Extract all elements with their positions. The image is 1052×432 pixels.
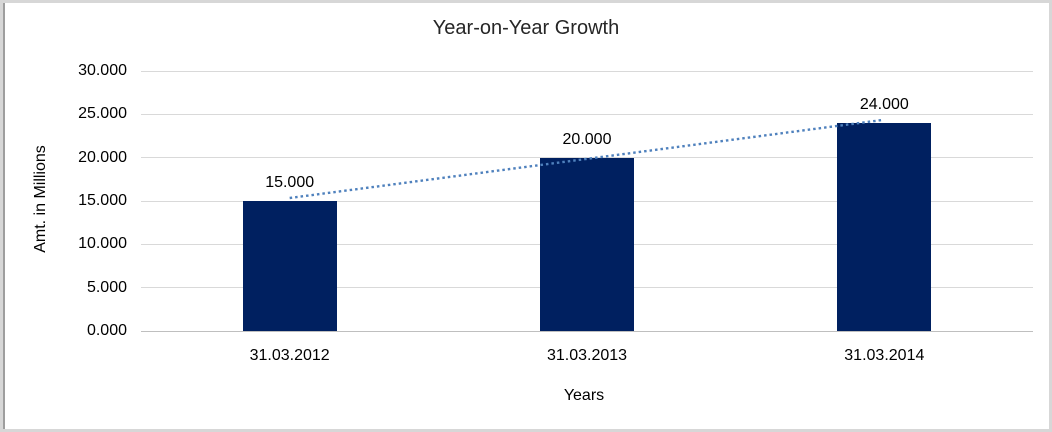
gridline [141, 113, 1033, 115]
bar [540, 157, 634, 331]
y-tick-label: 10.000 [78, 235, 127, 253]
x-tick-label: 31.03.2012 [249, 347, 330, 364]
bar-value-label: 24.000 [859, 96, 909, 113]
x-axis-title: Years [563, 387, 605, 404]
chart-title: Year-on-Year Growth [432, 17, 620, 39]
gridline [141, 70, 1033, 72]
y-tick-label: 30.000 [78, 62, 127, 79]
y-tick-label: 15.000 [78, 192, 127, 209]
x-tick-label: 31.03.2013 [546, 347, 628, 364]
y-tick-label: 25.000 [78, 105, 127, 123]
y-tick-label: 20.000 [78, 148, 127, 166]
y-tick-label: 5.000 [86, 278, 127, 296]
x-tick-label: 31.03.2014 [844, 347, 925, 364]
x-axis-line [141, 330, 1033, 332]
bar [242, 201, 337, 331]
y-tick-label: 0.000 [86, 322, 127, 339]
bar-value-label: 20.000 [562, 130, 612, 148]
bar [837, 123, 932, 331]
bar-value-label: 15.000 [265, 174, 315, 191]
